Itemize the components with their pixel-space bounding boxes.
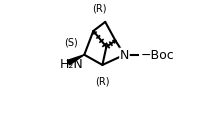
Polygon shape [67, 55, 84, 65]
Text: H₂N: H₂N [60, 57, 84, 70]
Text: (R): (R) [95, 76, 110, 85]
Text: N: N [120, 49, 129, 62]
Text: (R): (R) [92, 4, 107, 14]
Text: −Boc: −Boc [140, 49, 174, 62]
Text: (S): (S) [64, 37, 78, 47]
